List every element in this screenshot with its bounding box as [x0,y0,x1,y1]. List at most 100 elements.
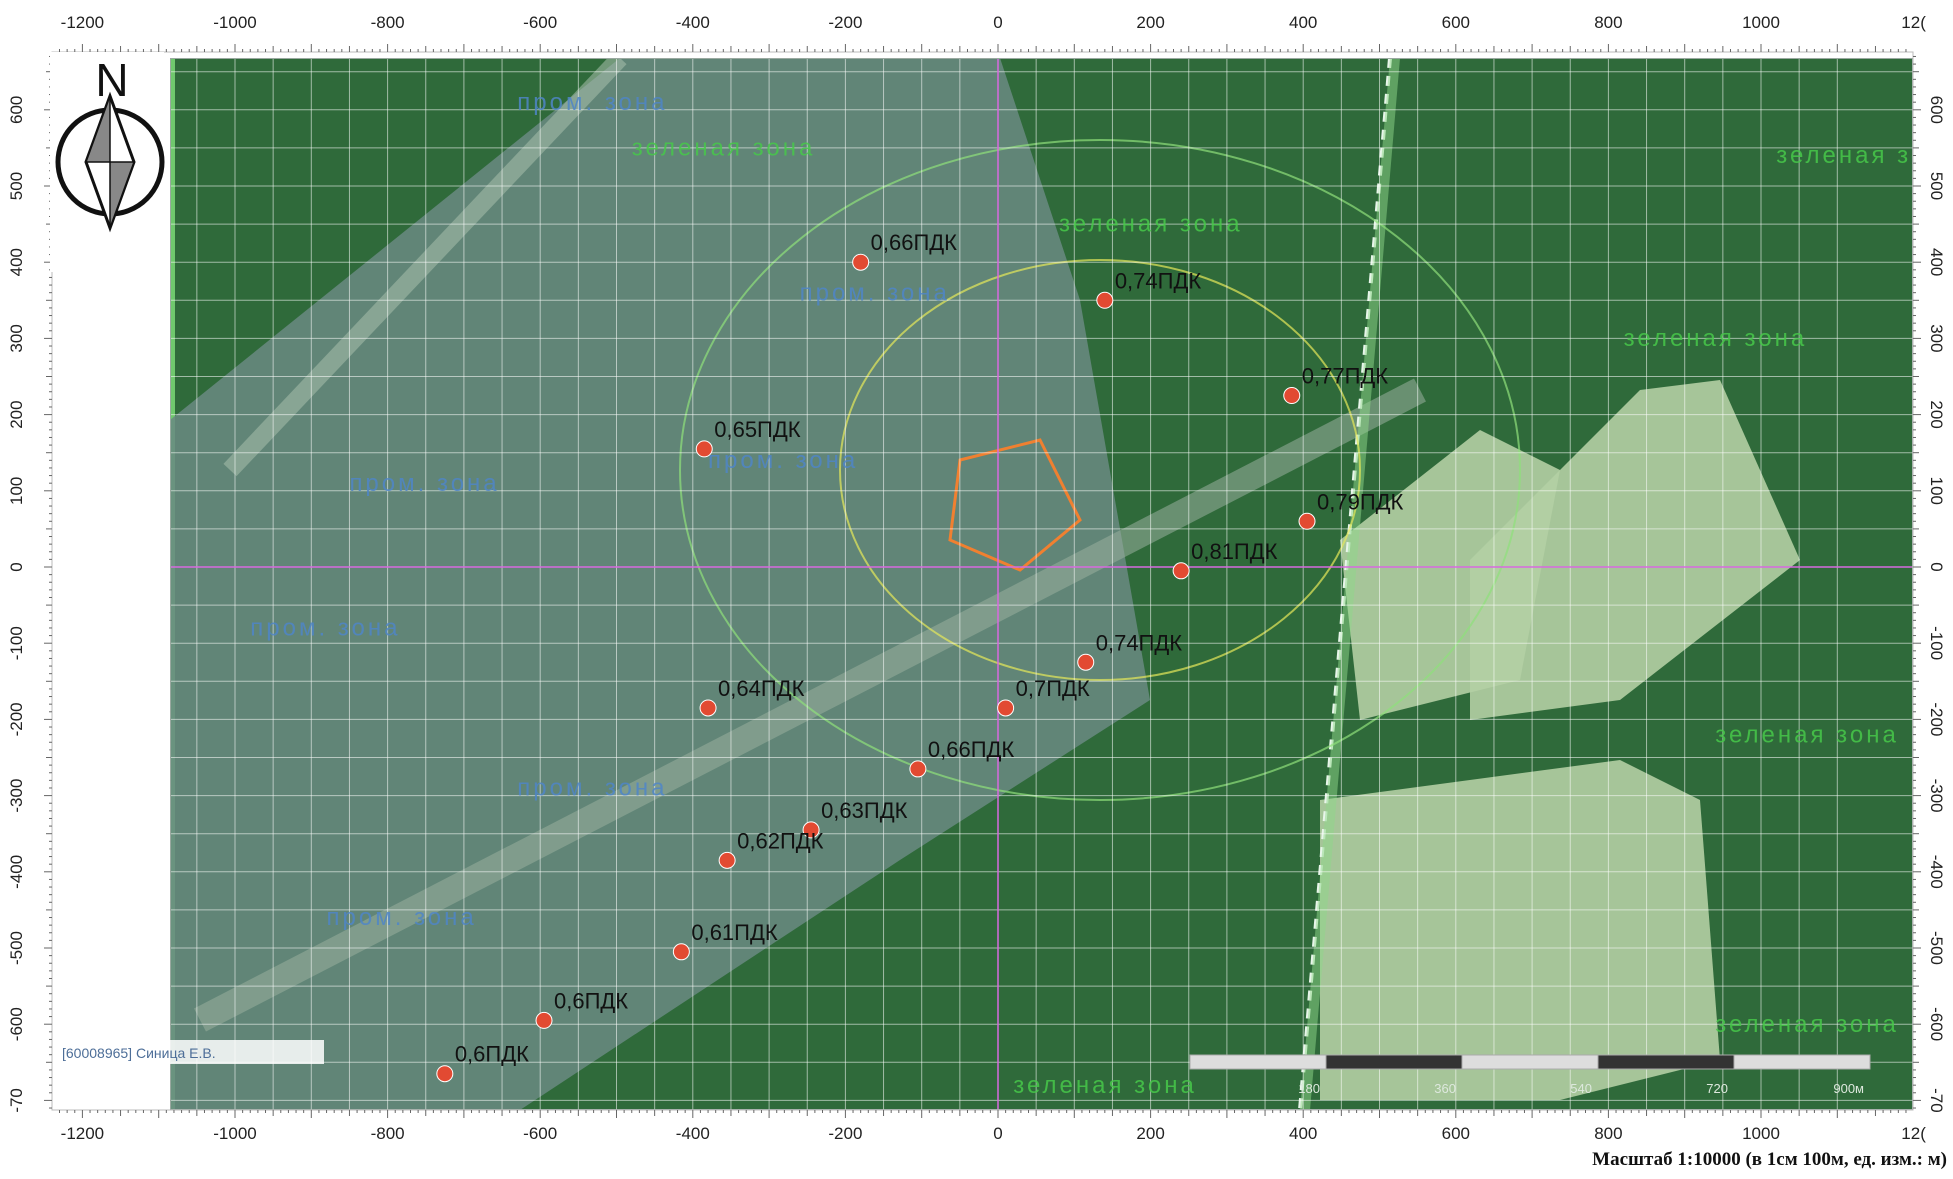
x-tick-label-bottom: -1200 [61,1124,104,1143]
point-marker [699,699,717,717]
y-tick-label-left: 500 [7,172,26,200]
point-marker [997,699,1015,717]
y-tick-label-left: -70 [7,1088,26,1113]
x-tick-label-bottom: 12( [1901,1124,1926,1143]
field-area [1470,380,1800,720]
x-tick-label-top: 600 [1442,13,1470,32]
isoline [839,259,1361,681]
zone-label: зеленая зона [1013,1072,1197,1099]
y-tick-label-right: -200 [1927,702,1946,736]
x-tick-label-bottom: -800 [371,1124,405,1143]
scale-bar-label: 540 [1570,1081,1592,1096]
north-arrow-icon: N [50,52,165,272]
zone-label: пром. зона [800,279,950,306]
measurement-point: 0,61ПДК [672,920,778,961]
industrial-area [170,58,1150,1110]
x-tick-label-top: 12( [1901,13,1926,32]
zone-labels: пром. зона зеленая зона зеленая зона зелена… [250,89,1953,1099]
y-tick-label-right: 500 [1927,172,1946,200]
y-tick-label-right: -600 [1927,1007,1946,1041]
scale-bar-segment [1461,1054,1599,1070]
point-marker [718,851,736,869]
point-label: 0,66ПДК [928,737,1015,762]
y-tick-label-left: 100 [7,477,26,505]
point-marker [1298,512,1316,530]
bottom-margin [170,1110,1913,1174]
x-tick-label-top: 400 [1289,13,1317,32]
point-label: 0,6ПДК [455,1042,529,1067]
zone-label: пром. зона [517,89,667,116]
y-tick-label-right: -400 [1927,855,1946,889]
coordinate-ticks: -1200-1200-1000-1000-800-800-600-600-400… [7,13,1946,1143]
x-tick-label-top: 1000 [1742,13,1780,32]
measurement-point: 0,65ПДК [695,417,801,458]
measurement-point: 0,79ПДК [1298,489,1404,530]
scale-bar-segment [1597,1054,1735,1070]
measurement-point: 0,74ПДК [1077,630,1183,671]
point-label: 0,81ПДК [1191,539,1278,564]
zone-label: зеленая зона [1624,325,1808,352]
x-tick-label-top: 200 [1136,13,1164,32]
scale-bar-segment [1325,1054,1463,1070]
y-tick-label-right: 100 [1927,477,1946,505]
y-tick-label-left: -400 [7,855,26,889]
y-tick-label-right: 400 [1927,248,1946,276]
enterprise-outline [948,438,1082,572]
point-label: 0,65ПДК [714,417,801,442]
point-label: 0,74ПДК [1096,630,1183,655]
y-tick-label-right: 0 [1927,562,1946,571]
map-base [165,51,1913,1111]
scale-bar-segment [1189,1054,1327,1070]
measurement-point: 0,64ПДК [699,676,805,717]
scale-bar-label: 360 [1434,1081,1456,1096]
x-tick-label-top: -200 [828,13,862,32]
zone-label: пром. зона [349,470,499,497]
y-tick-label-right: -300 [1927,779,1946,813]
point-marker [672,943,690,961]
point-marker [695,440,713,458]
point-marker [1283,387,1301,405]
point-label: 0,62ПДК [737,828,824,853]
x-tick-label-bottom: -1000 [213,1124,256,1143]
measurement-point: 0,63ПДК [802,798,908,839]
measurement-point: 0,81ПДК [1172,539,1278,580]
x-tick-label-top: -600 [523,13,557,32]
y-tick-label-left: -100 [7,626,26,660]
point-label: 0,66ПДК [871,230,958,255]
measurement-points: 0,66ПДК 0,74ПДК 0,77ПДК 0,65ПДК 0,79ПДК 0,81П… [436,230,1404,1083]
point-label: 0,7ПДК [1016,676,1090,701]
x-tick-label-bottom: 400 [1289,1124,1317,1143]
right-margin [1913,0,1953,1174]
zone-label: зеленая зона [1715,721,1899,748]
point-marker [1096,291,1114,309]
x-tick-label-bottom: -400 [676,1124,710,1143]
scale-bar-label: 900м [1833,1081,1864,1096]
y-tick-label-left: 300 [7,324,26,352]
y-tick-label-left: 200 [7,400,26,428]
measurement-point: 0,66ПДК [852,230,958,271]
y-tick-label-left: -500 [7,931,26,965]
x-tick-label-top: -400 [676,13,710,32]
y-tick-label-left: -300 [7,779,26,813]
zone-label: пром. зона [517,775,667,802]
railway [223,51,627,477]
sanitary-zone [679,139,1521,801]
measurement-point: 0,6ПДК [535,988,628,1029]
scale-bar: 180 360 540 720 900м [1189,1054,1871,1096]
scale-caption: Масштаб 1:10000 (в 1см 100м, ед. изм.: м… [1592,1149,1947,1170]
zone-label: пром. зона [250,615,400,642]
zone-label: зеленая зона [1715,1011,1899,1038]
scale-bar-label: 720 [1706,1081,1728,1096]
x-tick-label-bottom: -600 [523,1124,557,1143]
point-label: 0,6ПДК [554,988,628,1013]
point-label: 0,77ПДК [1302,364,1389,389]
y-tick-label-left: -200 [7,702,26,736]
zone-label: пром. зона [708,447,858,474]
point-marker [909,760,927,778]
measurement-point: 0,62ПДК [718,828,824,869]
point-marker [852,253,870,271]
point-marker [802,821,820,839]
x-tick-label-bottom: 200 [1136,1124,1164,1143]
